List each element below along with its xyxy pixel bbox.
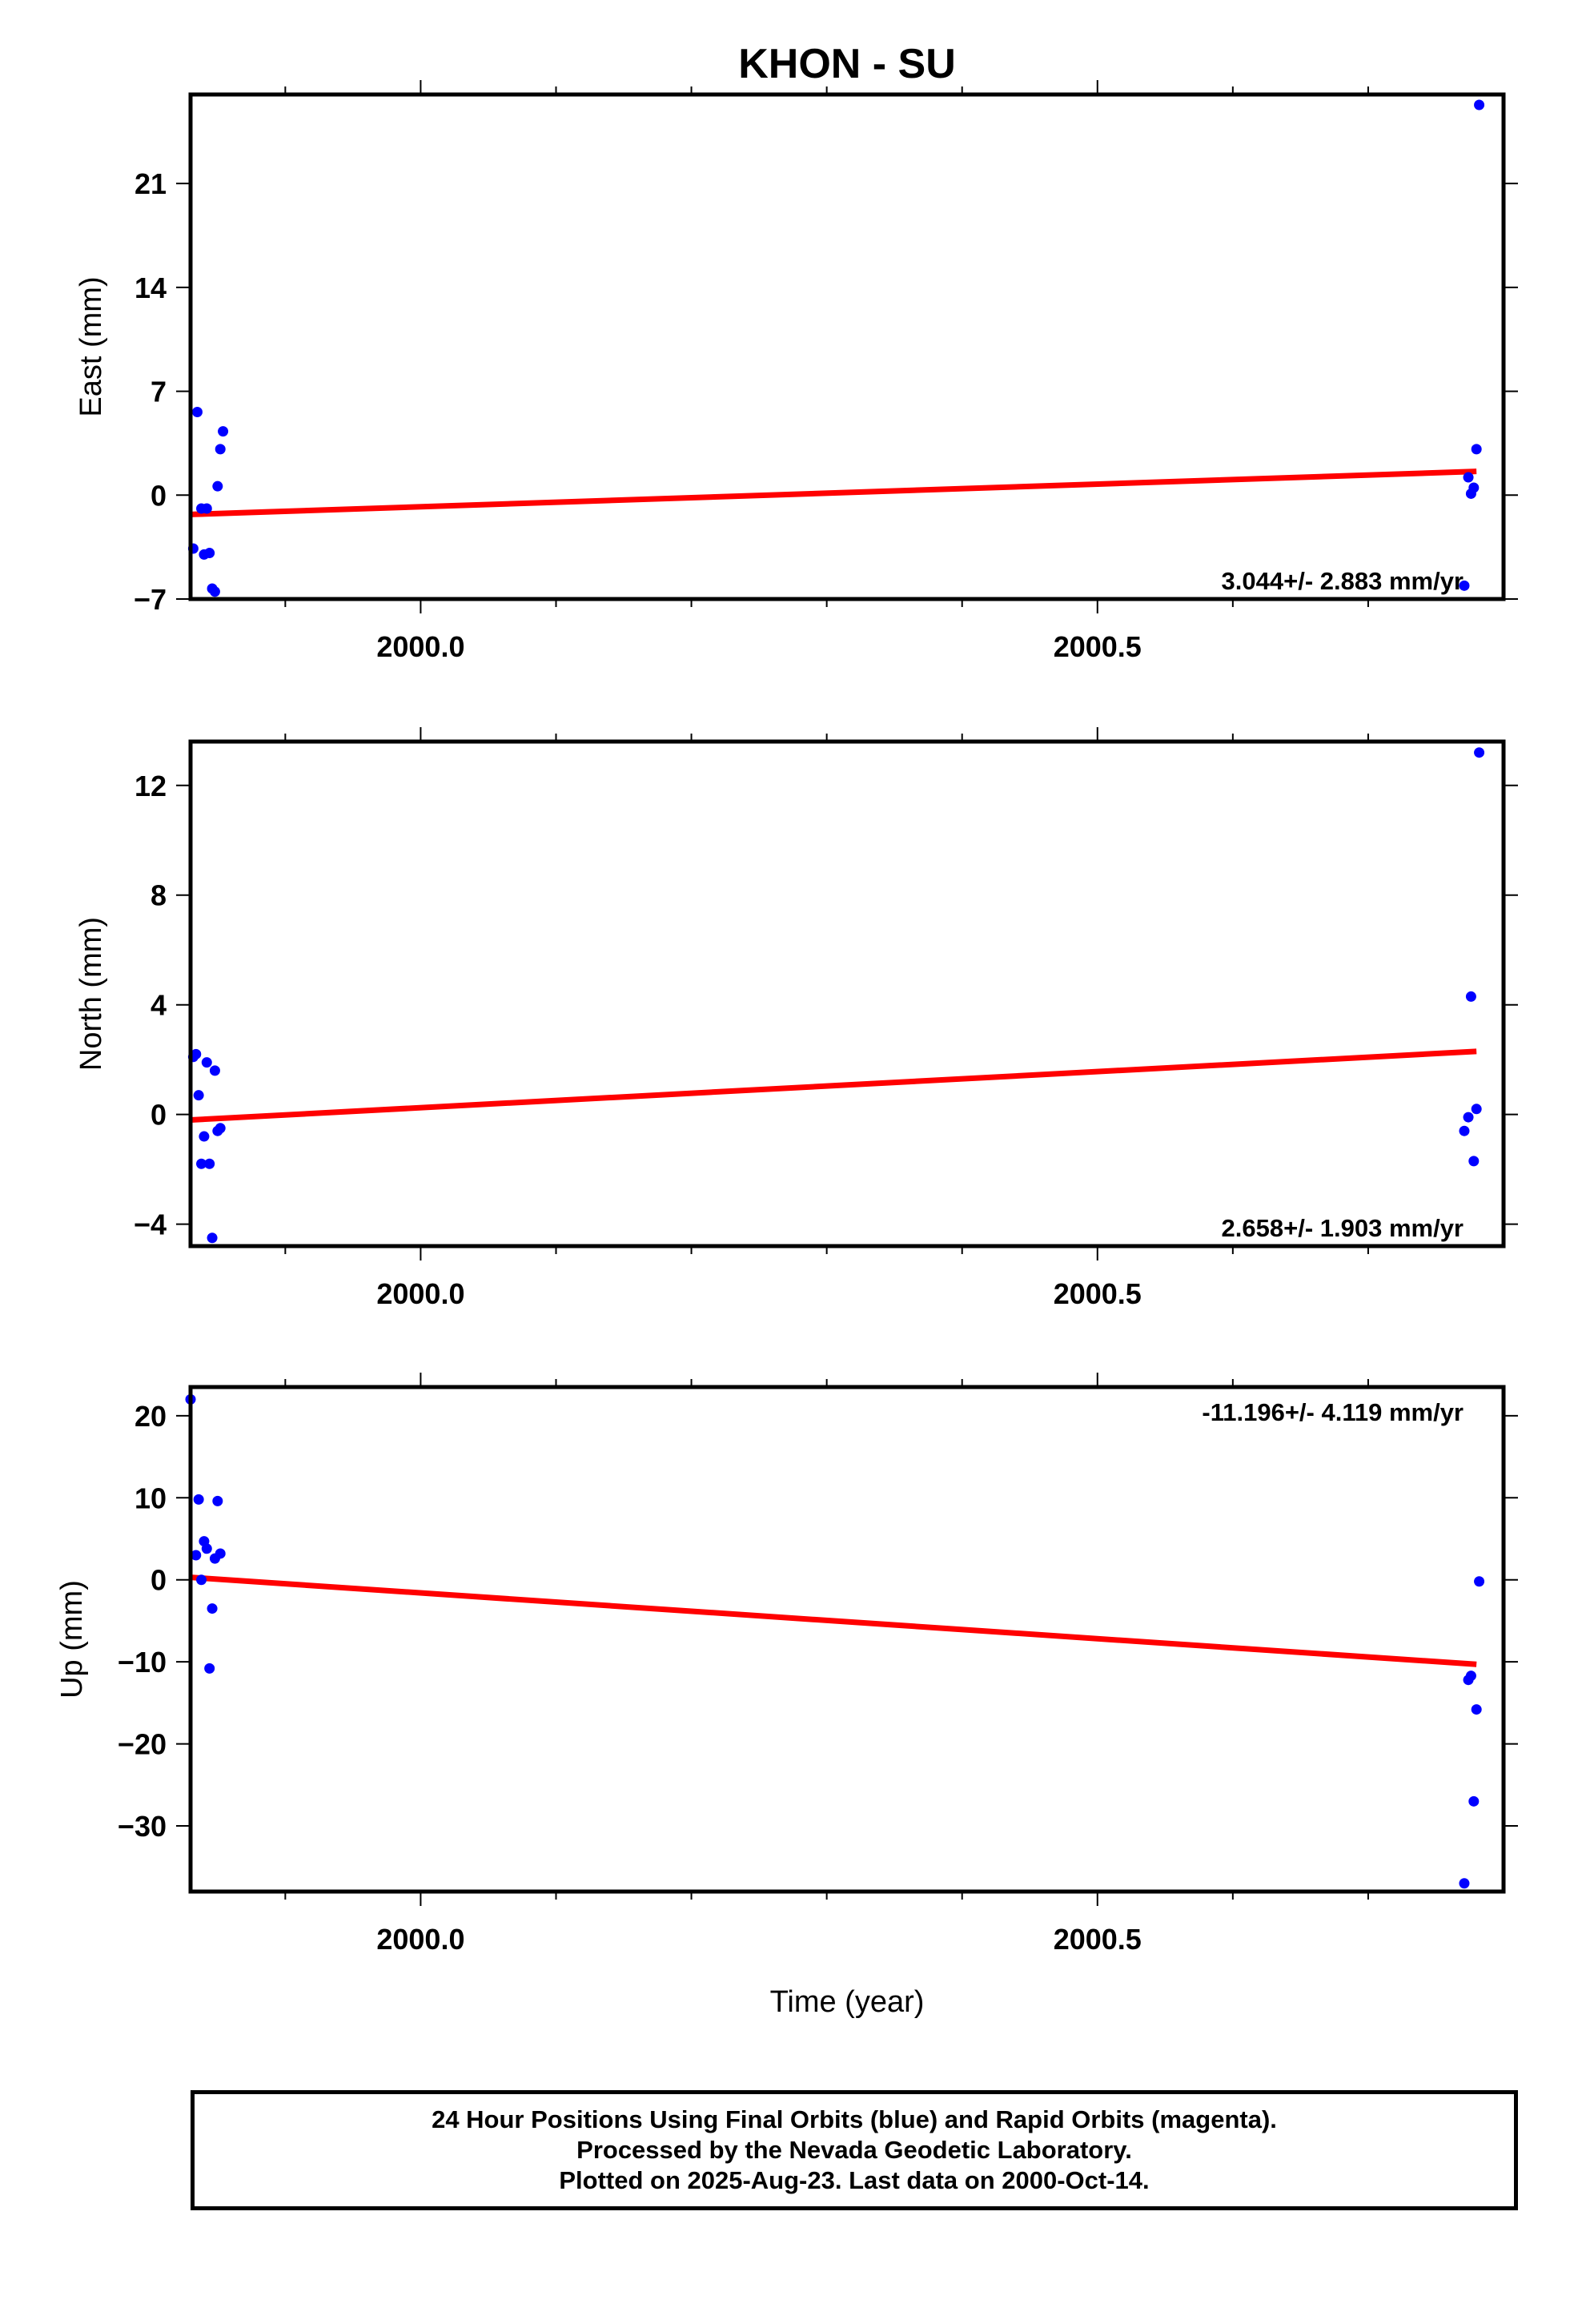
footer-line-1: 24 Hour Positions Using Final Orbits (bl… [432, 2105, 1277, 2133]
north-ytick-label: 12 [135, 770, 167, 802]
up-ytick-label: 20 [135, 1400, 167, 1433]
up-data-point [1465, 1671, 1476, 1682]
up-data-point [201, 1543, 212, 1554]
up-ytick-label: −20 [118, 1728, 167, 1761]
north-xtick-label: 2000.5 [1054, 1277, 1142, 1310]
east-trend-line [190, 468, 1477, 517]
north-data-point [1463, 1112, 1474, 1123]
north-panel: 2000.0 2000.5 −4 0 4 8 12 North (mm) 2.658+/- 1.… [74, 727, 1518, 1310]
up-ytick-label: 10 [135, 1482, 167, 1514]
up-data-point [191, 1550, 202, 1561]
up-panel: 2000.0 2000.5 −30 −20 −10 0 10 20 Up (mm) Time (y… [55, 1373, 1518, 2019]
east-ytick-label: 14 [135, 271, 167, 304]
up-data-point [193, 1494, 204, 1505]
footer-line-2: Processed by the Nevada Geodetic Laborat… [576, 2136, 1132, 2164]
north-data-point [1474, 747, 1485, 758]
up-xlabel: Time (year) [770, 1985, 925, 2019]
north-ytick-label: −4 [134, 1208, 167, 1241]
north-data-point [196, 1158, 207, 1169]
east-ytick-label: 0 [151, 479, 167, 512]
east-data-point [218, 426, 229, 437]
east-data-point [201, 503, 212, 514]
up-xtick-label: 2000.0 [376, 1923, 464, 1956]
north-data-point [1465, 991, 1476, 1002]
north-data-point [207, 1232, 218, 1244]
north-data-point [1459, 1125, 1470, 1136]
footer-line-3: Plotted on 2025-Aug-23. Last data on 200… [559, 2166, 1150, 2194]
north-data-point [204, 1158, 215, 1169]
east-data-point [1471, 444, 1482, 455]
east-data-point [1459, 580, 1470, 591]
up-ytick-label: −30 [118, 1810, 167, 1843]
north-data-point [193, 1090, 204, 1101]
up-data-point [212, 1495, 223, 1506]
north-ytick-label: 4 [151, 989, 167, 1022]
north-ytick-label: 8 [151, 879, 167, 912]
up-data-point [1474, 1576, 1485, 1587]
north-ylabel: North (mm) [74, 917, 108, 1071]
east-frame [188, 92, 1506, 601]
east-data-point [212, 480, 223, 492]
north-frame [188, 739, 1506, 1248]
east-rate-label: 3.044+/- 2.883 mm/yr [1222, 567, 1464, 595]
up-frame [188, 1385, 1506, 1894]
east-data-point [215, 444, 226, 455]
east-ytick-label: 21 [135, 167, 167, 200]
east-data-point [1468, 482, 1480, 493]
north-data-point [201, 1057, 212, 1068]
up-ytick-label: −10 [118, 1646, 167, 1679]
east-ylabel: East (mm) [74, 276, 108, 416]
up-data-point [207, 1603, 218, 1614]
up-data-point [1471, 1704, 1482, 1715]
up-data-point [204, 1663, 215, 1674]
east-xtick-label: 2000.5 [1054, 630, 1142, 663]
up-trend-line [190, 1574, 1477, 1667]
east-xtick-label: 2000.0 [376, 630, 464, 663]
up-data-point [215, 1548, 226, 1559]
up-data-point [1468, 1795, 1480, 1807]
east-ytick-label: 7 [151, 376, 167, 408]
up-data-point [196, 1574, 207, 1586]
up-xtick-label: 2000.5 [1054, 1923, 1142, 1956]
footer-box: 24 Hour Positions Using Final Orbits (bl… [191, 2090, 1518, 2210]
north-data-point [209, 1065, 220, 1076]
north-data-point [1471, 1104, 1482, 1115]
north-trend-line [190, 1048, 1477, 1123]
north-data-point [191, 1048, 202, 1059]
east-panel: 2000.0 2000.5 −7 0 7 14 21 East (mm) 3.044+/- 2.… [74, 80, 1518, 663]
north-ytick-label: 0 [151, 1099, 167, 1132]
east-data-point [191, 407, 203, 418]
east-data-point [1474, 99, 1485, 111]
east-ytick-label: −7 [134, 583, 167, 616]
north-data-point [215, 1123, 226, 1134]
up-ytick-label: 0 [151, 1564, 167, 1597]
chart-title: KHON - SU [738, 41, 956, 87]
east-data-point [1463, 472, 1474, 483]
east-data-point [204, 548, 215, 559]
up-ylabel: Up (mm) [55, 1580, 89, 1699]
chart-panels: 2000.0 2000.5 −7 0 7 14 21 East (mm) 3.044+/- 2.… [55, 80, 1518, 2019]
up-data-point [1459, 1878, 1470, 1889]
east-data-point [209, 586, 220, 597]
north-rate-label: 2.658+/- 1.903 mm/yr [1222, 1214, 1464, 1242]
north-data-point [199, 1131, 210, 1142]
north-data-point [1468, 1156, 1480, 1167]
north-xtick-label: 2000.0 [376, 1277, 464, 1310]
up-rate-label: -11.196+/- 4.119 mm/yr [1202, 1398, 1464, 1426]
